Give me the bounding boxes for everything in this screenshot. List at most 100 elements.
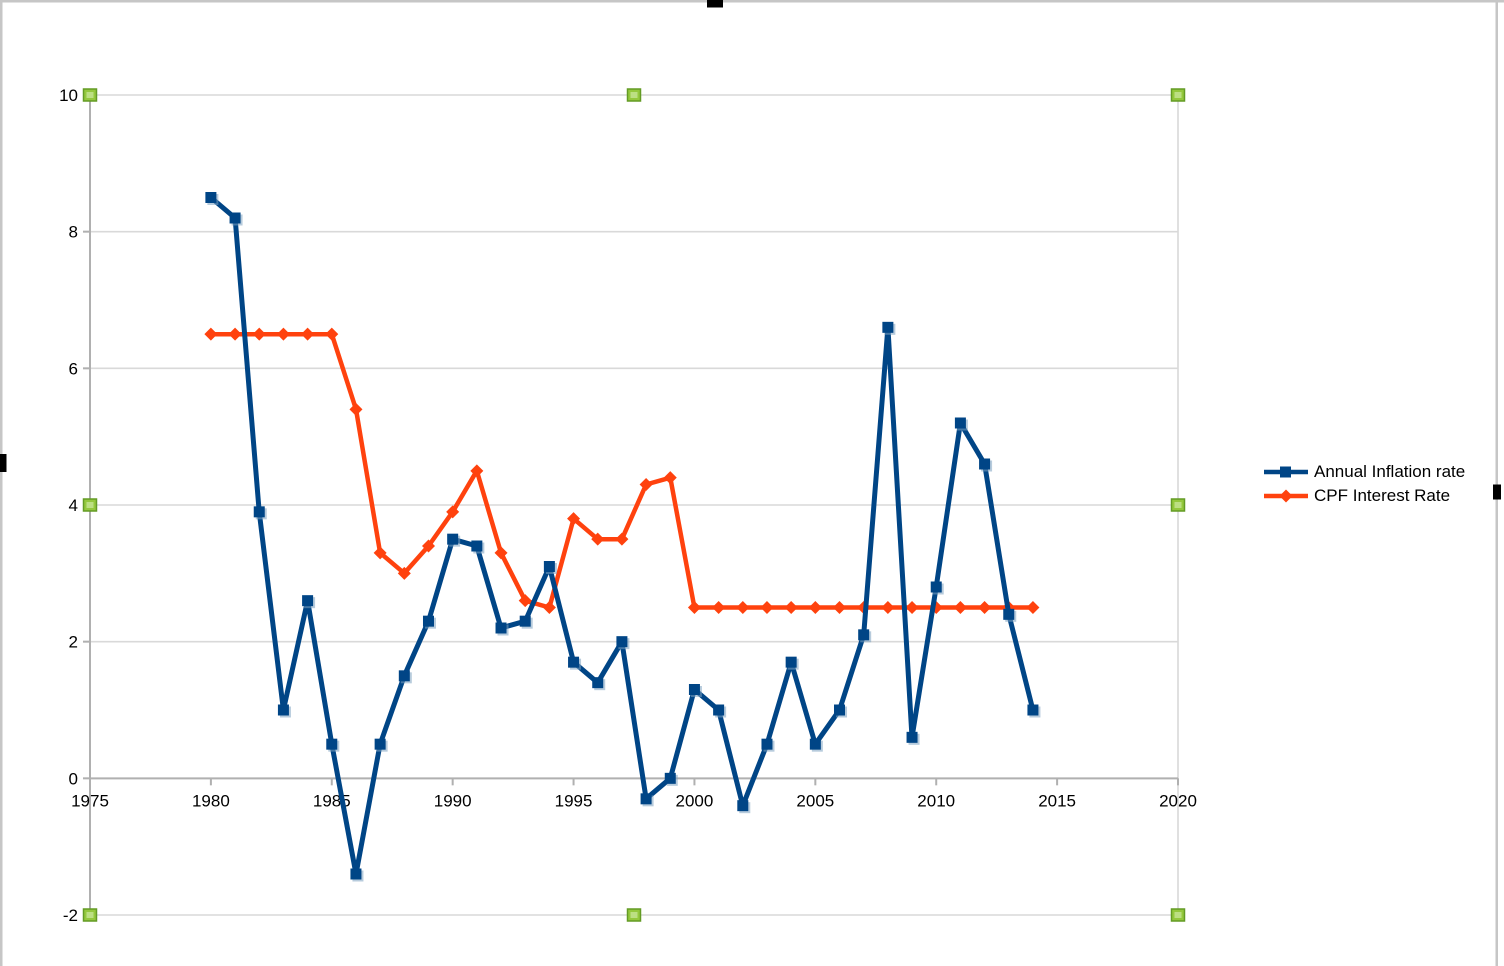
point-2013[interactable]	[1003, 608, 1015, 620]
point-1983[interactable]	[276, 327, 290, 341]
point-2006[interactable]	[834, 704, 846, 716]
selection-handle-n[interactable]	[626, 88, 642, 102]
legend-label-cpf-interest-rate: CPF Interest Rate	[1314, 486, 1451, 505]
point-1999[interactable]	[664, 772, 676, 784]
edit-anchor-right[interactable]	[1493, 484, 1501, 500]
point-2010[interactable]	[930, 581, 942, 593]
point-2005[interactable]	[809, 738, 821, 750]
point-1994[interactable]	[542, 601, 556, 614]
y-tick-label-10: 10	[59, 86, 78, 105]
point-2000[interactable]	[688, 684, 700, 695]
point-1992[interactable]	[494, 546, 508, 560]
point-2007[interactable]	[858, 629, 870, 641]
point-1986[interactable]	[349, 402, 363, 416]
legend-square-marker-sample	[1264, 466, 1308, 478]
x-tick-label-1995: 1995	[555, 791, 593, 810]
point-1991[interactable]	[470, 464, 484, 478]
selection-handle-nw[interactable]	[82, 88, 98, 102]
point-2003[interactable]	[760, 601, 774, 614]
selection-handle-ne[interactable]	[1170, 88, 1186, 102]
legend-item-annual-inflation-rate[interactable]: Annual Inflation rate	[1263, 460, 1465, 484]
point-2008[interactable]	[881, 601, 895, 614]
edit-anchor-left[interactable]	[0, 454, 7, 472]
point-2000[interactable]	[687, 601, 701, 614]
point-1997[interactable]	[615, 532, 629, 546]
selection-handle-s[interactable]	[626, 908, 642, 922]
point-1981[interactable]	[229, 212, 241, 224]
edit-anchor-top[interactable]	[707, 0, 723, 8]
point-1982[interactable]	[253, 506, 265, 518]
series-cpf-interest-rate[interactable]	[204, 327, 1040, 614]
point-1993[interactable]	[518, 594, 532, 608]
y-tick-label-4: 4	[69, 496, 78, 515]
legend-item-cpf-interest-rate[interactable]: CPF Interest Rate	[1263, 484, 1465, 508]
point-2014[interactable]	[1026, 601, 1040, 614]
y-tick-label--2: -2	[63, 906, 78, 925]
point-1981[interactable]	[228, 327, 242, 341]
point-1996[interactable]	[592, 677, 604, 689]
point-2001[interactable]	[712, 601, 726, 614]
point-2001[interactable]	[713, 704, 725, 716]
x-tick-label-1975: 1975	[71, 791, 109, 810]
point-1999[interactable]	[663, 471, 677, 485]
selection-handle-se[interactable]	[1170, 908, 1186, 922]
series-annual-inflation-rate[interactable]	[205, 192, 1041, 882]
point-1988[interactable]	[397, 566, 411, 580]
point-1982[interactable]	[252, 327, 266, 341]
series-line-cpf-interest-rate[interactable]	[208, 331, 1036, 610]
point-2011[interactable]	[954, 417, 966, 429]
point-2009[interactable]	[905, 601, 919, 614]
point-1996[interactable]	[591, 532, 605, 546]
point-1997[interactable]	[616, 636, 628, 648]
x-tick-label-2000: 2000	[676, 791, 714, 810]
handle-highlight	[1174, 502, 1182, 508]
legend-diamond-marker-sample	[1264, 489, 1308, 503]
point-1988[interactable]	[398, 670, 410, 682]
point-2002[interactable]	[736, 601, 750, 614]
point-1985[interactable]	[325, 327, 339, 341]
point-1985[interactable]	[326, 738, 338, 750]
point-2002[interactable]	[737, 800, 749, 812]
selection-handle-e[interactable]	[1170, 498, 1186, 512]
point-1991[interactable]	[471, 540, 483, 552]
legend[interactable]: Annual Inflation rate CPF Interest Rate	[1263, 460, 1465, 508]
point-1998[interactable]	[639, 478, 653, 491]
point-1983[interactable]	[277, 704, 289, 716]
point-1995[interactable]	[567, 512, 581, 526]
point-2004[interactable]	[784, 601, 798, 614]
point-2012[interactable]	[979, 458, 991, 470]
handle-highlight	[86, 912, 94, 918]
point-2009[interactable]	[906, 731, 918, 743]
point-1986[interactable]	[350, 868, 362, 880]
x-tick-label-2015: 2015	[1038, 791, 1076, 810]
point-1995[interactable]	[568, 656, 580, 668]
point-1998[interactable]	[640, 793, 652, 805]
point-1984[interactable]	[302, 595, 314, 607]
point-2003[interactable]	[761, 738, 773, 750]
x-tick-label-2020: 2020	[1159, 791, 1197, 810]
point-1989[interactable]	[421, 539, 435, 553]
point-1980[interactable]	[204, 327, 218, 341]
point-2005[interactable]	[808, 601, 822, 614]
point-1990[interactable]	[446, 505, 460, 519]
point-1987[interactable]	[374, 738, 386, 750]
handle-highlight	[86, 92, 94, 98]
point-2008[interactable]	[882, 321, 894, 333]
point-1994[interactable]	[543, 561, 555, 572]
point-1987[interactable]	[373, 546, 387, 560]
point-1980[interactable]	[205, 192, 217, 203]
point-2011[interactable]	[953, 601, 967, 614]
selection-handle-w[interactable]	[82, 498, 98, 512]
edit-frame-right	[1495, 0, 1498, 966]
point-2014[interactable]	[1027, 704, 1039, 716]
point-1993[interactable]	[519, 615, 531, 627]
selection-handle-sw[interactable]	[82, 908, 98, 922]
point-1989[interactable]	[422, 615, 434, 627]
point-1992[interactable]	[495, 622, 507, 634]
point-1984[interactable]	[301, 327, 315, 341]
point-2004[interactable]	[785, 656, 797, 668]
point-1990[interactable]	[447, 533, 459, 545]
point-2006[interactable]	[833, 601, 847, 614]
point-2012[interactable]	[978, 601, 992, 614]
